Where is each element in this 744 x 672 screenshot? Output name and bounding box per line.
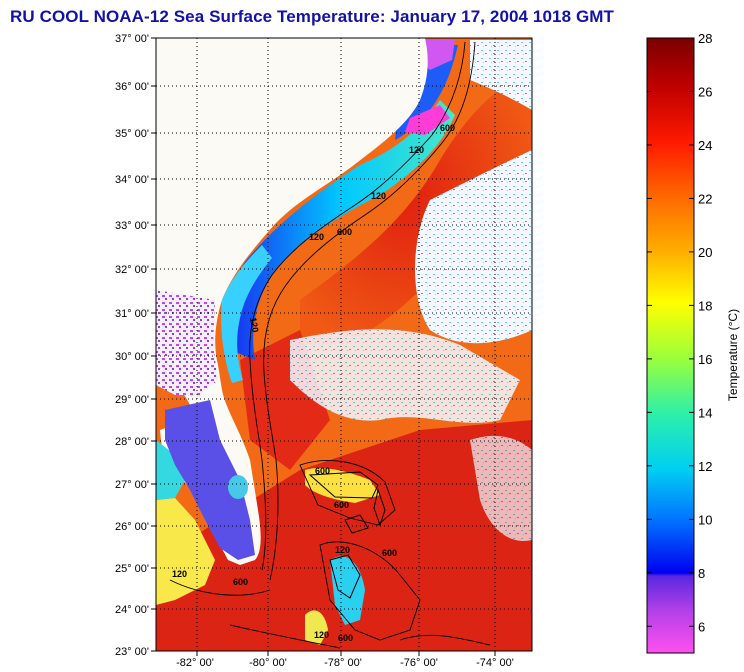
contour-label: 600 [440,123,455,133]
contour-cuba [169,579,271,596]
andros-area [305,610,328,645]
lake-okeechobee [228,475,248,499]
lon-axis: -82° 00' -80° 00' -78° 00' -76° 00' -74°… [176,651,514,669]
lat-tick-label: 27° 00' [115,479,149,491]
colorbar-tick-label: 12 [698,459,712,474]
florida-interior [165,400,255,560]
great-bahama-bank [330,556,365,625]
pamlico-sound-cold [405,105,450,135]
colorbar-ticks: 28 26 24 22 20 18 16 14 12 10 8 6 [647,31,712,634]
lat-tick-label: 36° 00' [115,81,149,93]
contour-southern [229,624,491,649]
figure-title: RU COOL NOAA-12 Sea Surface Temperature:… [10,7,615,26]
cold-shelf-water [226,100,455,360]
colorbar-tick-label: 22 [698,191,712,206]
lon-tick-label: -80° 00' [249,657,287,669]
contour-label: 120 [371,191,386,201]
gulf-stream-core [300,70,532,347]
colorbar-tick-label: 14 [698,405,712,420]
lat-tick-label: 34° 00' [115,174,149,186]
lon-tick-label: -82° 00' [176,657,214,669]
contour-label: 600 [337,227,352,237]
lat-tick-label: 25° 00' [115,563,149,575]
lon-tick-label: -74° 00' [476,657,514,669]
cloud-area-middle [290,329,520,423]
cloud-area-east [470,435,532,541]
contour-label: 600 [233,577,248,587]
colorbar-tick-label: 24 [698,138,712,153]
little-bahama-bank [305,468,380,503]
lat-tick-label: 23° 00' [115,646,149,658]
map-frame [155,37,533,652]
colorbar-title: Temperature (°C) [726,309,740,401]
contour-label: 120 [314,630,329,640]
cloud-area-northeast [415,150,532,344]
lon-tick-label: -76° 00' [400,657,438,669]
colorbar: 28 26 24 22 20 18 16 14 12 10 8 6 Temperature (°C) [646,31,740,654]
contour-label: 120 [409,145,424,155]
lon-tick-label: -78° 00' [324,657,362,669]
colorbar-tick-label: 28 [698,31,712,46]
contour-label: 120 [309,232,324,242]
contour-label: 600 [382,548,397,558]
contour-600m [263,41,476,581]
colorbar-tick-label: 20 [698,245,712,260]
colorbar-tick-label: 18 [698,298,712,313]
colorbar-tick-label: 16 [698,352,712,367]
contour-label: 600 [334,500,349,510]
cloud-area-northeast-top [470,40,532,110]
colorbar-gradient [646,37,695,654]
sst-map: 600 120 120 600 120 120 600 600 600 120 … [156,38,532,651]
lat-tick-label: 24° 00' [115,604,149,616]
lat-tick-label: 35° 00' [115,128,149,140]
us-mainland [156,38,428,565]
lat-tick-label: 28° 00' [115,436,149,448]
lat-tick-label: 26° 00' [115,521,149,533]
contour-bahamas-2 [319,541,421,641]
lat-tick-label: 33° 00' [115,220,149,232]
lat-tick-label: 31° 00' [115,308,149,320]
colorbar-tick-label: 6 [698,619,705,634]
bahamas-islands [308,471,386,599]
lat-tick-label: 30° 00' [115,351,149,363]
contour-label: 120 [248,317,260,334]
florida-gulf-coast-cyan [156,440,185,500]
contour-label: 600 [338,633,353,643]
georgia-coastal-water [221,245,272,383]
lat-gridlines [156,85,532,610]
lat-axis: 37° 00' 36° 00' 35° 00' 34° 00' 33° 00' … [115,33,156,658]
contour-120m [249,41,466,571]
florida-interior-magenta [156,290,218,395]
contour-label: 120 [335,545,350,555]
lat-tick-label: 32° 00' [115,264,149,276]
contour-bahamas-1 [299,460,396,526]
lat-tick-label: 29° 00' [115,394,149,406]
colorbar-tick-label: 8 [698,566,705,581]
contour-label: 600 [315,466,330,476]
florida-gulf-coast-water [156,498,215,605]
contour-label: 120 [172,569,187,579]
southern-warm-water [156,420,532,651]
lat-tick-label: 37° 00' [115,33,149,45]
colorbar-tick-label: 10 [698,512,712,527]
colorbar-tick-label: 26 [698,84,712,99]
cold-shelf-water-north [395,45,458,140]
